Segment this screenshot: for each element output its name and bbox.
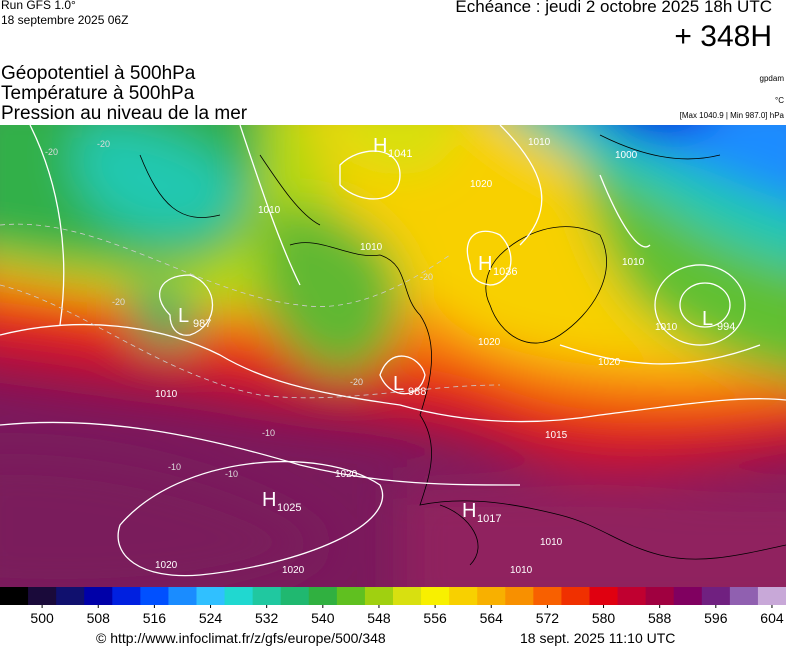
pressure-center-value: 988 <box>408 386 426 398</box>
temperature-label: -20 <box>350 377 363 387</box>
colorbar-swatch <box>449 587 478 605</box>
layer-title: Géopotentiel à 500hPa <box>1 63 196 84</box>
colorbar-tick-label: 580 <box>592 610 616 626</box>
run-label: Run GFS 1.0° <box>1 0 76 12</box>
colorbar-swatch <box>0 587 29 605</box>
isobar-label: 1000 <box>615 150 638 161</box>
colorbar-tick-label: 524 <box>199 610 223 626</box>
pressure-center-type: L <box>393 373 404 395</box>
isobars <box>0 125 786 577</box>
colorbar-swatch <box>56 587 85 605</box>
temperature-label: -20 <box>45 147 58 157</box>
isobar-label: 1010 <box>360 242 383 253</box>
unit-label: [Max 1040.9 | Min 987.0] hPa <box>679 111 784 120</box>
colorbar-tick-label: 596 <box>704 610 728 626</box>
colorbar-swatch <box>224 587 254 605</box>
pressure-center-value: 1017 <box>477 513 501 525</box>
colorbar-swatch <box>112 587 141 605</box>
isobar-label: 1020 <box>335 469 358 480</box>
temperature-field <box>0 125 786 587</box>
temperature-label: -10 <box>225 469 238 479</box>
coastlines <box>139 134 786 566</box>
colorbar-tick-label: 500 <box>30 610 54 626</box>
isobar-label: 1015 <box>545 430 568 441</box>
valid-time: Echéance : jeudi 2 octobre 2025 18h UTC <box>455 0 772 16</box>
colorbar-tick-label: 516 <box>143 610 167 626</box>
pressure-center-value: 1041 <box>388 148 412 160</box>
colorbar-swatch <box>589 587 619 605</box>
colorbar-swatch <box>505 587 534 605</box>
colorbar-swatch <box>617 587 647 605</box>
colorbar-swatch <box>308 587 338 605</box>
layer-title: Pression au niveau de la mer <box>1 103 248 124</box>
colorbar-swatch <box>701 587 731 605</box>
colorbar-swatch <box>140 587 169 605</box>
lead-time: + 348H <box>674 20 772 53</box>
isobar-label: 1020 <box>478 337 501 348</box>
colorbar-swatch <box>673 587 703 605</box>
temperature-contours <box>0 223 501 399</box>
colorbar-tick-label: 604 <box>760 610 784 626</box>
pressure-center-value: 1036 <box>493 266 517 278</box>
colorbar-swatch <box>28 587 57 605</box>
colorbar-swatch <box>561 587 590 605</box>
source-link[interactable]: © http://www.infoclimat.fr/z/gfs/europe/… <box>96 630 386 646</box>
colorbar-tick-label: 548 <box>367 610 391 626</box>
colorbar-swatch <box>252 587 282 605</box>
colorbar-swatch <box>168 587 197 605</box>
temperature-label: -20 <box>97 139 110 149</box>
colorbar-swatch <box>280 587 310 605</box>
pressure-center-type: H <box>373 135 387 157</box>
colorbar-tick-label: 540 <box>311 610 335 626</box>
colorbar-tick-label: 508 <box>87 610 111 626</box>
colorbar-swatch <box>364 587 394 605</box>
isobar-label: 1020 <box>598 357 621 368</box>
pressure-center-value: 1025 <box>277 502 301 514</box>
colorbar-swatch <box>729 587 759 605</box>
isobar-label: 1010 <box>540 537 563 548</box>
isobar-label: 1010 <box>510 565 533 576</box>
pressure-center-type: L <box>178 305 189 327</box>
colorbar-tick-label: 588 <box>648 610 672 626</box>
colorbar-swatch <box>477 587 506 605</box>
unit-label: gpdam <box>759 74 784 83</box>
colorbar: 500 508 516 524 532 540 548 556 564 572 580 588 596 6… <box>0 587 786 626</box>
colorbar-tick-label: 564 <box>480 610 504 626</box>
colorbar-swatch <box>645 587 675 605</box>
layer-title: Température à 500hPa <box>1 83 195 104</box>
pressure-center-value: 987 <box>193 318 211 330</box>
colorbar-swatch <box>757 587 786 605</box>
isobar-label: 1010 <box>258 205 281 216</box>
isobar-label: 1020 <box>155 560 178 571</box>
pressure-center-type: H <box>462 500 476 522</box>
isobar-label: 1010 <box>155 389 178 400</box>
colorbar-swatch <box>421 587 450 605</box>
colorbar-swatch <box>196 587 226 605</box>
pressure-center-value: 994 <box>717 321 735 333</box>
colorbar-swatch <box>336 587 366 605</box>
isobar-label: 1010 <box>622 257 645 268</box>
pressure-center-type: H <box>478 253 492 275</box>
temperature-label: -10 <box>168 462 181 472</box>
temperature-label: -20 <box>112 297 125 307</box>
isobar-label: 1020 <box>470 179 493 190</box>
unit-label: °C <box>775 96 784 105</box>
pressure-center-type: L <box>702 308 713 330</box>
colorbar-tick-label: 556 <box>423 610 447 626</box>
isobar-label: 1010 <box>528 137 551 148</box>
colorbar-tick-label: 532 <box>255 610 279 626</box>
run-date: 18 septembre 2025 06Z <box>1 13 129 27</box>
temperature-label: -20 <box>420 272 433 282</box>
colorbar-swatch <box>533 587 562 605</box>
isobar-label: 1020 <box>282 565 305 576</box>
isobar-label: 1010 <box>655 322 678 333</box>
temperature-label: -10 <box>262 428 275 438</box>
pressure-center-type: H <box>262 489 276 511</box>
colorbar-swatch <box>84 587 113 605</box>
generated-time: 18 sept. 2025 11:10 UTC <box>520 630 676 646</box>
colorbar-swatch <box>393 587 422 605</box>
colorbar-tick-label: 572 <box>536 610 560 626</box>
